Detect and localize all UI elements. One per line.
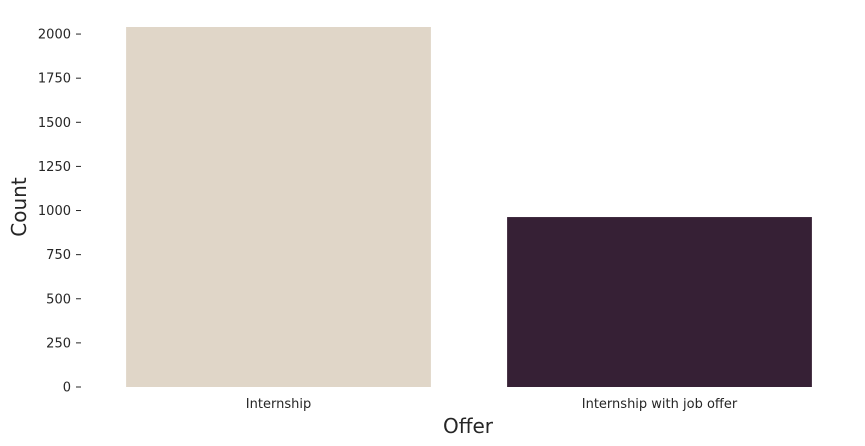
y-tick-label: 500 (46, 292, 71, 307)
x-axis: Internship Internship with job offer (246, 397, 738, 412)
y-tick-label: 0 (63, 381, 71, 396)
y-axis-title: Count (7, 177, 31, 237)
y-axis: 0 250 500 750 1000 1250 1500 1750 2000 (38, 28, 81, 396)
bar-internship (126, 27, 431, 387)
y-tick-label: 1250 (38, 160, 71, 175)
y-tick-label: 1500 (38, 116, 71, 131)
y-tick-label: 750 (46, 248, 71, 263)
x-axis-title: Offer (443, 414, 494, 438)
y-tick-label: 250 (46, 336, 71, 351)
x-tick-label: Internship (246, 397, 311, 412)
x-tick-label: Internship with job offer (582, 397, 738, 412)
y-tick-label: 1750 (38, 72, 71, 87)
bars (126, 27, 812, 387)
y-tick-label: 1000 (38, 204, 71, 219)
bar-internship-with-job-offer (507, 217, 812, 387)
y-tick-label: 2000 (38, 28, 71, 43)
